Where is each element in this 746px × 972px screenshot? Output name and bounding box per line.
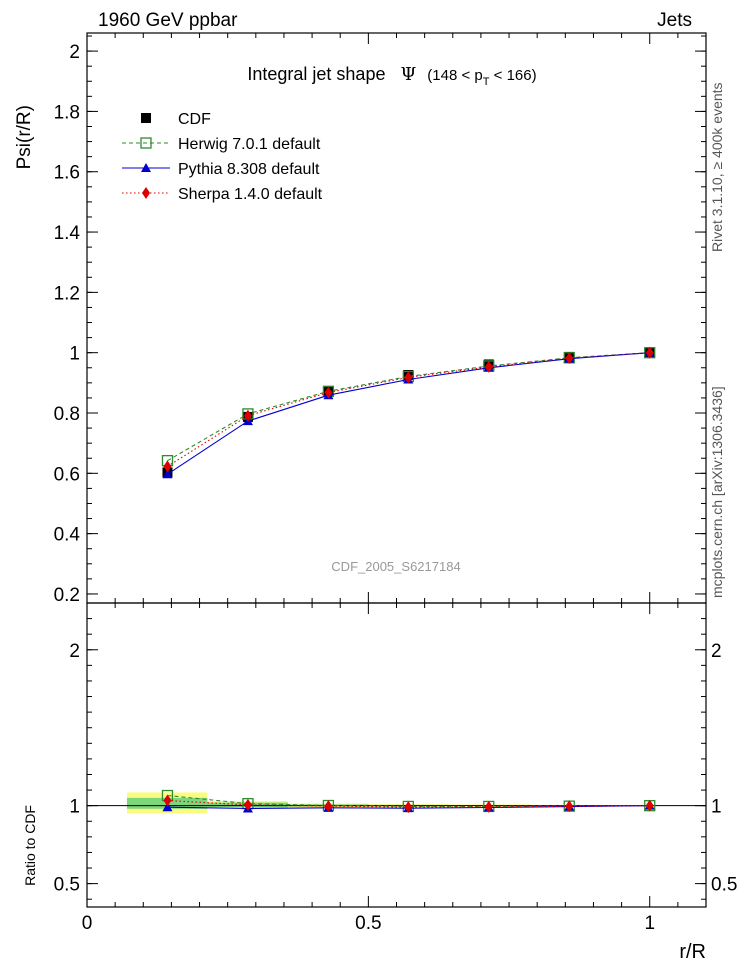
plot-title-range-sub: T — [483, 76, 490, 88]
y-tick-label: 0.4 — [54, 525, 81, 546]
y-tick-label: 1.4 — [54, 223, 81, 244]
main-panel: 0.2 0.4 0.6 0.8 1 1.2 1.4 1.6 1.8 2 — [54, 32, 707, 606]
data-point-diamond — [243, 409, 252, 422]
data-point-diamond — [645, 799, 654, 812]
analysis-watermark: CDF_2005_S6217184 — [331, 559, 460, 574]
plot-title-symbol: Ψ — [400, 64, 416, 85]
data-point-triangle — [162, 469, 173, 479]
ratio-frame — [86, 602, 707, 908]
legend-label: CDF — [178, 111, 211, 128]
plot-title-text: Integral jet shape — [247, 64, 385, 84]
legend: CDF Herwig 7.0.1 default Pythia 8.308 defa… — [122, 111, 323, 203]
header-right: Jets — [657, 10, 692, 31]
plot-title-range-end: < 166) — [490, 67, 537, 84]
y-tick-label: 1 — [69, 344, 80, 365]
y-tick-label: 0.2 — [54, 585, 80, 606]
plot-title-range: (148 < p — [427, 67, 482, 84]
x-tick-label: 0.5 — [355, 913, 381, 934]
data-point-diamond — [565, 352, 574, 365]
y-tick-label: 0.8 — [54, 404, 80, 425]
y-tick-label-right: 1 — [711, 797, 722, 818]
rivet-label: Rivet 3.1.10, ≥ 400k events — [709, 82, 725, 252]
data-point-diamond — [243, 798, 252, 811]
data-point-diamond — [565, 800, 574, 813]
data-point-diamond — [163, 460, 172, 473]
y-tick-label-right: 2 — [711, 641, 722, 662]
data-point-diamond — [324, 800, 333, 813]
y-tick-label: 1.8 — [54, 102, 80, 123]
y-tick-label: 2 — [69, 42, 80, 63]
y-tick-label: 0.5 — [54, 875, 80, 896]
y-tick-label: 0.6 — [54, 464, 80, 485]
data-point-diamond — [484, 800, 493, 813]
data-point-triangle — [162, 802, 173, 812]
x-axis-label: r/R — [679, 941, 706, 963]
y-tick-label: 1 — [69, 797, 80, 818]
legend-label: Herwig 7.0.1 default — [178, 136, 321, 153]
y-tick-label-right: 0.5 — [711, 875, 737, 896]
y-tick-label: 2 — [69, 641, 80, 662]
legend-label: Pythia 8.308 default — [178, 161, 320, 178]
x-tick-label: 0 — [82, 913, 93, 934]
main-ylabel: Psi(r/R) — [14, 105, 35, 169]
legend-label: Sherpa 1.4.0 default — [178, 186, 323, 203]
series-line-open-square — [167, 352, 650, 462]
y-tick-label: 1.6 — [54, 163, 80, 184]
x-tick-label: 1 — [644, 913, 655, 934]
legend-marker — [140, 137, 152, 149]
header-left: 1960 GeV ppbar — [98, 10, 238, 31]
series-line-diamond — [167, 352, 650, 467]
mcplots-label: mcplots.cern.ch [arXiv:1306.3436] — [709, 386, 725, 598]
data-point-diamond — [163, 794, 172, 807]
legend-marker — [141, 113, 151, 123]
ratio-ylabel: Ratio to CDF — [22, 805, 38, 886]
data-point-diamond — [404, 371, 413, 384]
data-point-diamond — [324, 386, 333, 399]
plot-title: Integral jet shape Ψ (148 < pT < 166) — [247, 64, 536, 88]
legend-marker — [142, 187, 150, 199]
ratio-panel: 0.5 0.51 12 20 0.5 1 — [54, 602, 737, 934]
data-point-diamond — [645, 346, 654, 359]
data-point-diamond — [484, 360, 493, 373]
legend-marker — [141, 163, 151, 172]
y-tick-label: 1.2 — [54, 283, 80, 304]
data-point-diamond — [404, 801, 413, 814]
